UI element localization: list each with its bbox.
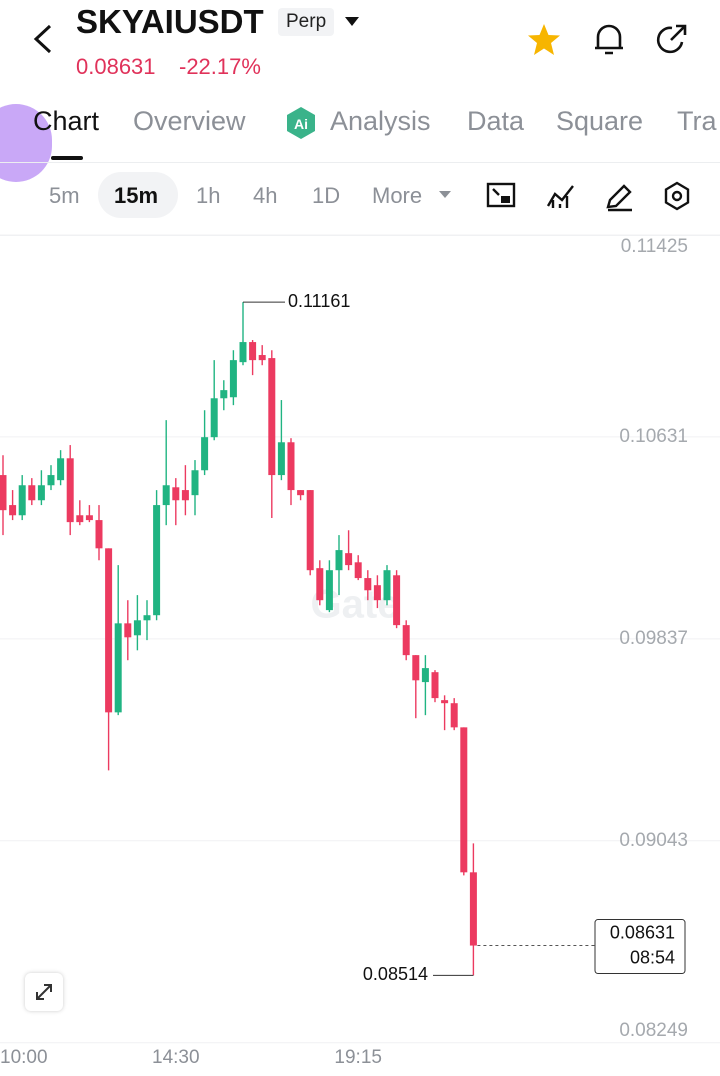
candle-body [441,700,449,704]
candle-body [354,562,362,579]
candle-body [277,442,285,476]
floating-assistant[interactable] [0,104,52,182]
candle-body [229,360,237,398]
candle-body [316,568,324,601]
interval-active[interactable]: 15m [114,183,159,208]
candle-body [18,485,26,516]
tab[interactable]: Data [467,106,525,136]
y-tick-label: 0.10631 [619,426,688,447]
candle-body [287,442,295,491]
last-price: 0.08631 [76,54,156,79]
candle-body [335,550,343,571]
candle-body [114,623,122,713]
tab-active[interactable]: Chart [33,106,100,136]
interval[interactable]: 1h [196,183,221,208]
interval[interactable]: 5m [49,183,80,208]
interval[interactable]: 4h [253,183,278,208]
last-price-label: 0.08631 [610,922,675,942]
candle-body [124,623,132,638]
candle-body [297,490,305,496]
interval[interactable]: More [372,183,423,208]
tab[interactable]: Overview [133,106,246,136]
candle-body [181,490,189,501]
tool-indicator[interactable] [545,182,577,210]
candle-body [239,342,247,363]
candle-body [469,872,477,946]
alert-bell[interactable] [592,20,626,58]
candle-body [143,615,151,621]
candle-body [220,390,228,399]
candle-body [268,358,276,476]
candle-body [373,585,381,601]
svg-text:Ai: Ai [294,116,308,132]
tab[interactable]: Analysis [330,106,431,136]
tool-settings[interactable] [662,181,692,211]
candle-body [412,655,420,681]
share-button[interactable] [654,22,690,58]
candle-body [47,475,55,486]
tab[interactable]: Square [556,106,644,136]
price-change: -22.17% [179,54,261,79]
candle-body [402,625,410,656]
tool-draw[interactable] [604,182,636,212]
countdown-label: 08:54 [630,947,675,967]
candle-body [325,570,333,611]
perp-badge: Perp [278,8,335,36]
candle-body [172,487,180,501]
analysis-icon: Ai [287,107,315,139]
candle-body [460,727,468,873]
candle-body [57,458,65,481]
high-label: 0.11161 [288,291,350,311]
low-label: 0.08514 [363,964,428,984]
candle-body [421,668,429,683]
last-price-box [594,919,686,975]
candle-body [306,490,314,571]
candle-body [191,470,199,496]
candle-body [153,505,161,616]
y-tick-label: 0.08249 [619,1020,688,1041]
candle-body [210,398,218,438]
candle-body [105,548,113,713]
candle-body [37,485,45,501]
y-tick-label: 0.09043 [619,830,688,851]
candle-body [345,553,353,566]
x-tick-label: 19:15 [334,1047,382,1068]
candle-body [9,505,17,516]
fullscreen-button[interactable] [25,973,63,1011]
candle-body [66,458,74,523]
candle-body [431,672,439,699]
y-tick-label: 0.09837 [619,628,688,649]
candle-body [76,515,84,523]
interval-active-bg [98,172,178,218]
back-button[interactable] [28,22,58,56]
x-tick-label: 10:00 [0,1047,48,1068]
candle-body [95,520,103,549]
candle-body [450,703,458,728]
candle-body [364,578,372,591]
x-tick-label: 14:30 [152,1047,200,1068]
interval[interactable]: 1D [312,183,341,208]
symbol-dropdown[interactable] [344,16,360,28]
candle-body [258,355,266,361]
candle-body [162,485,170,506]
candle-body [383,570,391,601]
candle-body [249,342,257,361]
symbol: SKYAIUSDT [76,3,264,40]
favorite-star[interactable] [525,22,563,58]
tab[interactable]: Tra [677,106,717,136]
candle-body [201,437,209,471]
more-caret [439,191,451,198]
tool-layout[interactable] [486,182,518,210]
candle-body [133,620,141,636]
tab-indicator [51,156,83,160]
candle-body [85,515,93,521]
candle-body [0,475,7,511]
candle-body [393,575,401,626]
candle-body [28,485,36,501]
y-tick-label: 0.11425 [621,236,688,257]
divider [0,162,720,163]
